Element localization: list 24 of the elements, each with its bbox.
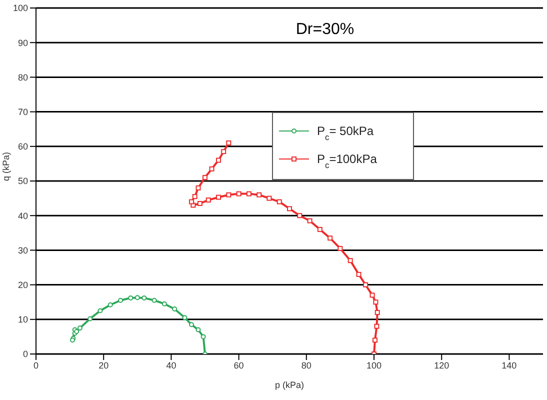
- y-tick-label: 40: [18, 210, 28, 221]
- x-tick-label: 60: [234, 360, 244, 370]
- text: Dr=30%: [296, 21, 354, 38]
- y-tick-label: 50: [18, 176, 28, 186]
- y-tick-label: 20: [18, 280, 28, 290]
- x-tick-label: 0: [33, 360, 39, 370]
- x-tick-label: 40: [166, 360, 176, 370]
- y-tick-label: 10: [18, 314, 28, 325]
- y-tick-label: 0: [22, 349, 28, 360]
- x-tick-label: 100: [366, 360, 382, 370]
- y-axis-title: q (kPa): [1, 152, 12, 181]
- y-tick-label: 80: [18, 72, 28, 82]
- y-tick-label: 30: [18, 245, 28, 256]
- x-tick-label: 80: [301, 360, 312, 370]
- y-tick-label: 90: [18, 38, 28, 48]
- legend-label: P$_{c}$= 50kPa: [317, 124, 374, 142]
- x-tick-label: 140: [502, 360, 517, 370]
- legend-label: P$_{c}$=100kPa: [317, 152, 378, 170]
- x-tick-label: 20: [98, 360, 109, 370]
- y-tick-label: 60: [18, 142, 28, 152]
- y-tick-label: 100: [12, 3, 28, 14]
- x-axis-title: p (kPa): [274, 380, 304, 390]
- y-tick-label: 70: [18, 106, 28, 117]
- x-tick-label: 120: [434, 360, 450, 370]
